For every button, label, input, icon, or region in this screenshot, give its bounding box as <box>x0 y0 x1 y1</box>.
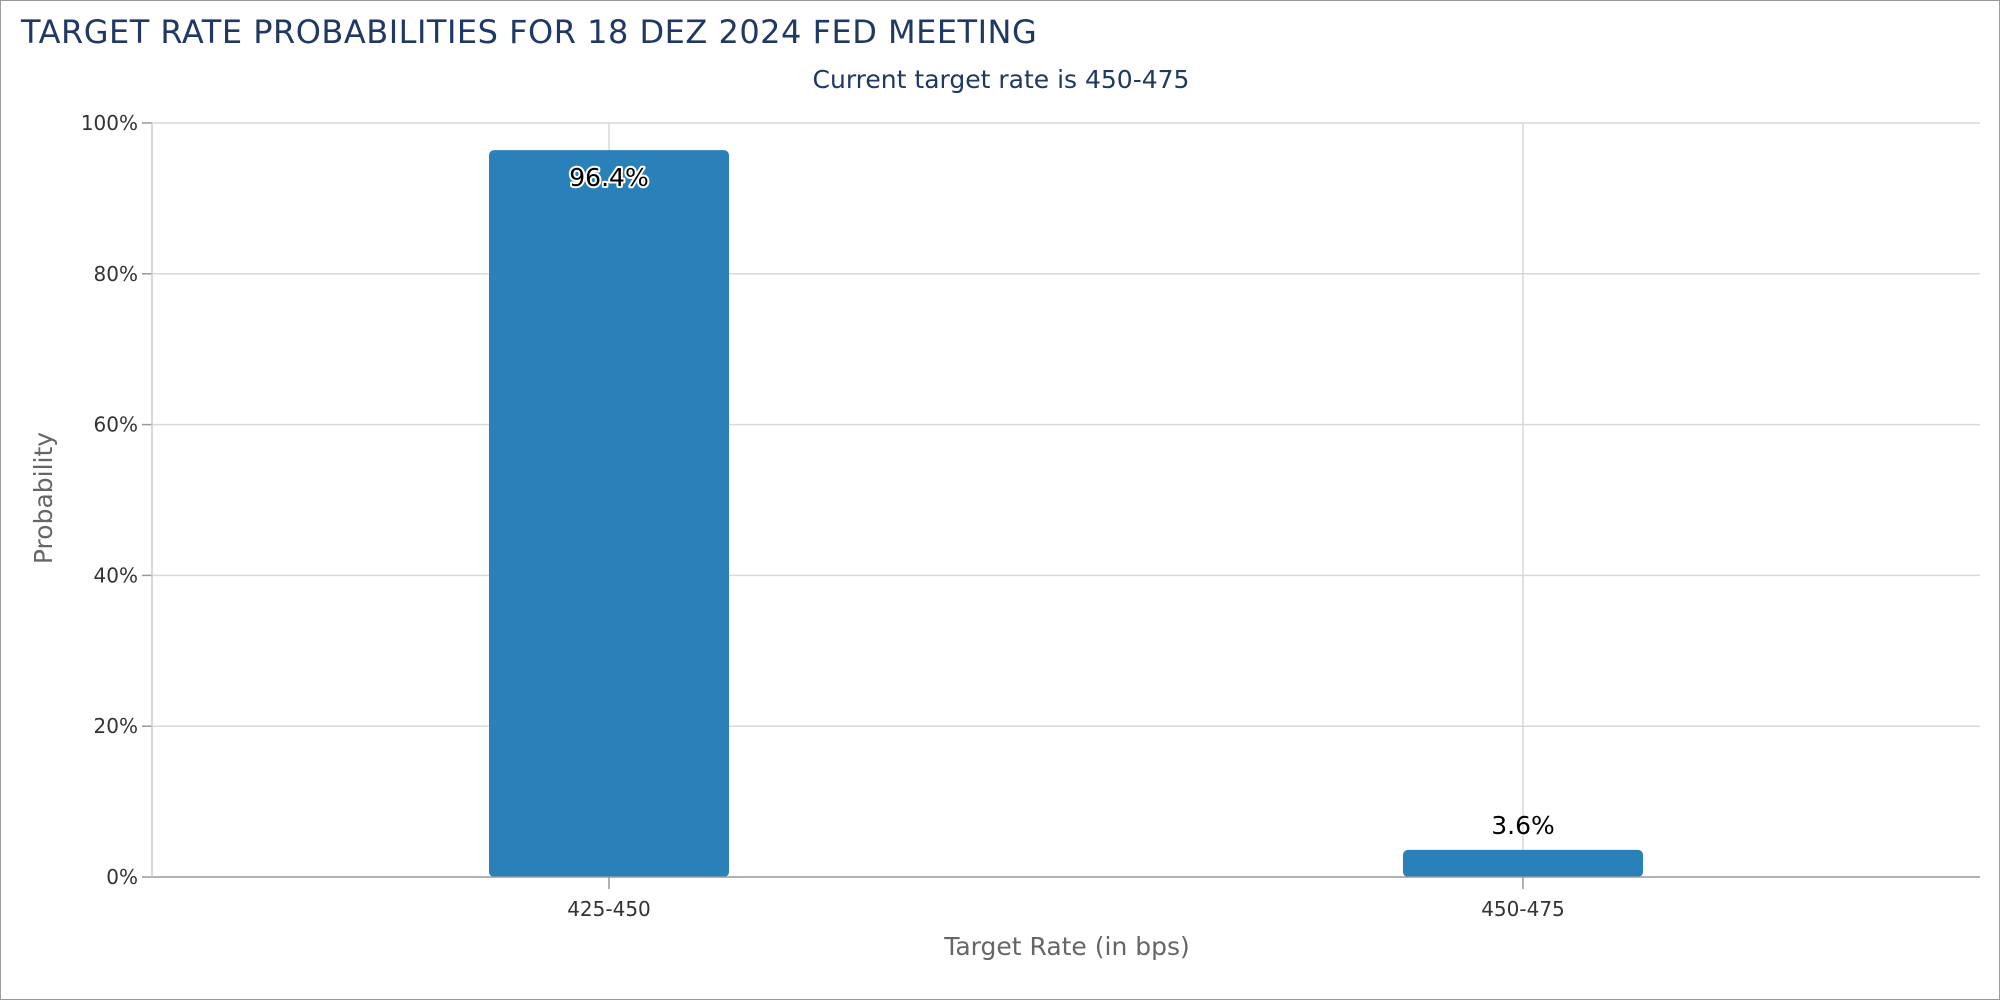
y-tick-label: 20% <box>94 714 138 738</box>
chart-subtitle: Current target rate is 450-475 <box>812 65 1190 94</box>
data-label: 96.4% <box>569 163 648 192</box>
data-label: 3.6% <box>1491 811 1555 840</box>
y-tick-label: 100% <box>81 111 138 135</box>
x-axis-title: Target Rate (in bps) <box>943 932 1190 961</box>
bar-450-475[interactable] <box>1403 849 1643 877</box>
x-tick-label: 425-450 <box>567 897 651 921</box>
chart-title: TARGET RATE PROBABILITIES FOR 18 DEZ 202… <box>21 13 1038 51</box>
y-tick-label: 40% <box>94 563 138 587</box>
y-tick-label: 80% <box>94 262 138 286</box>
bar-425-450[interactable] <box>489 150 729 878</box>
x-tick-label: 450-475 <box>1481 897 1565 921</box>
y-tick-label: 0% <box>106 865 138 889</box>
y-tick-label: 60% <box>94 413 138 437</box>
y-axis-title: Probability <box>29 432 58 564</box>
